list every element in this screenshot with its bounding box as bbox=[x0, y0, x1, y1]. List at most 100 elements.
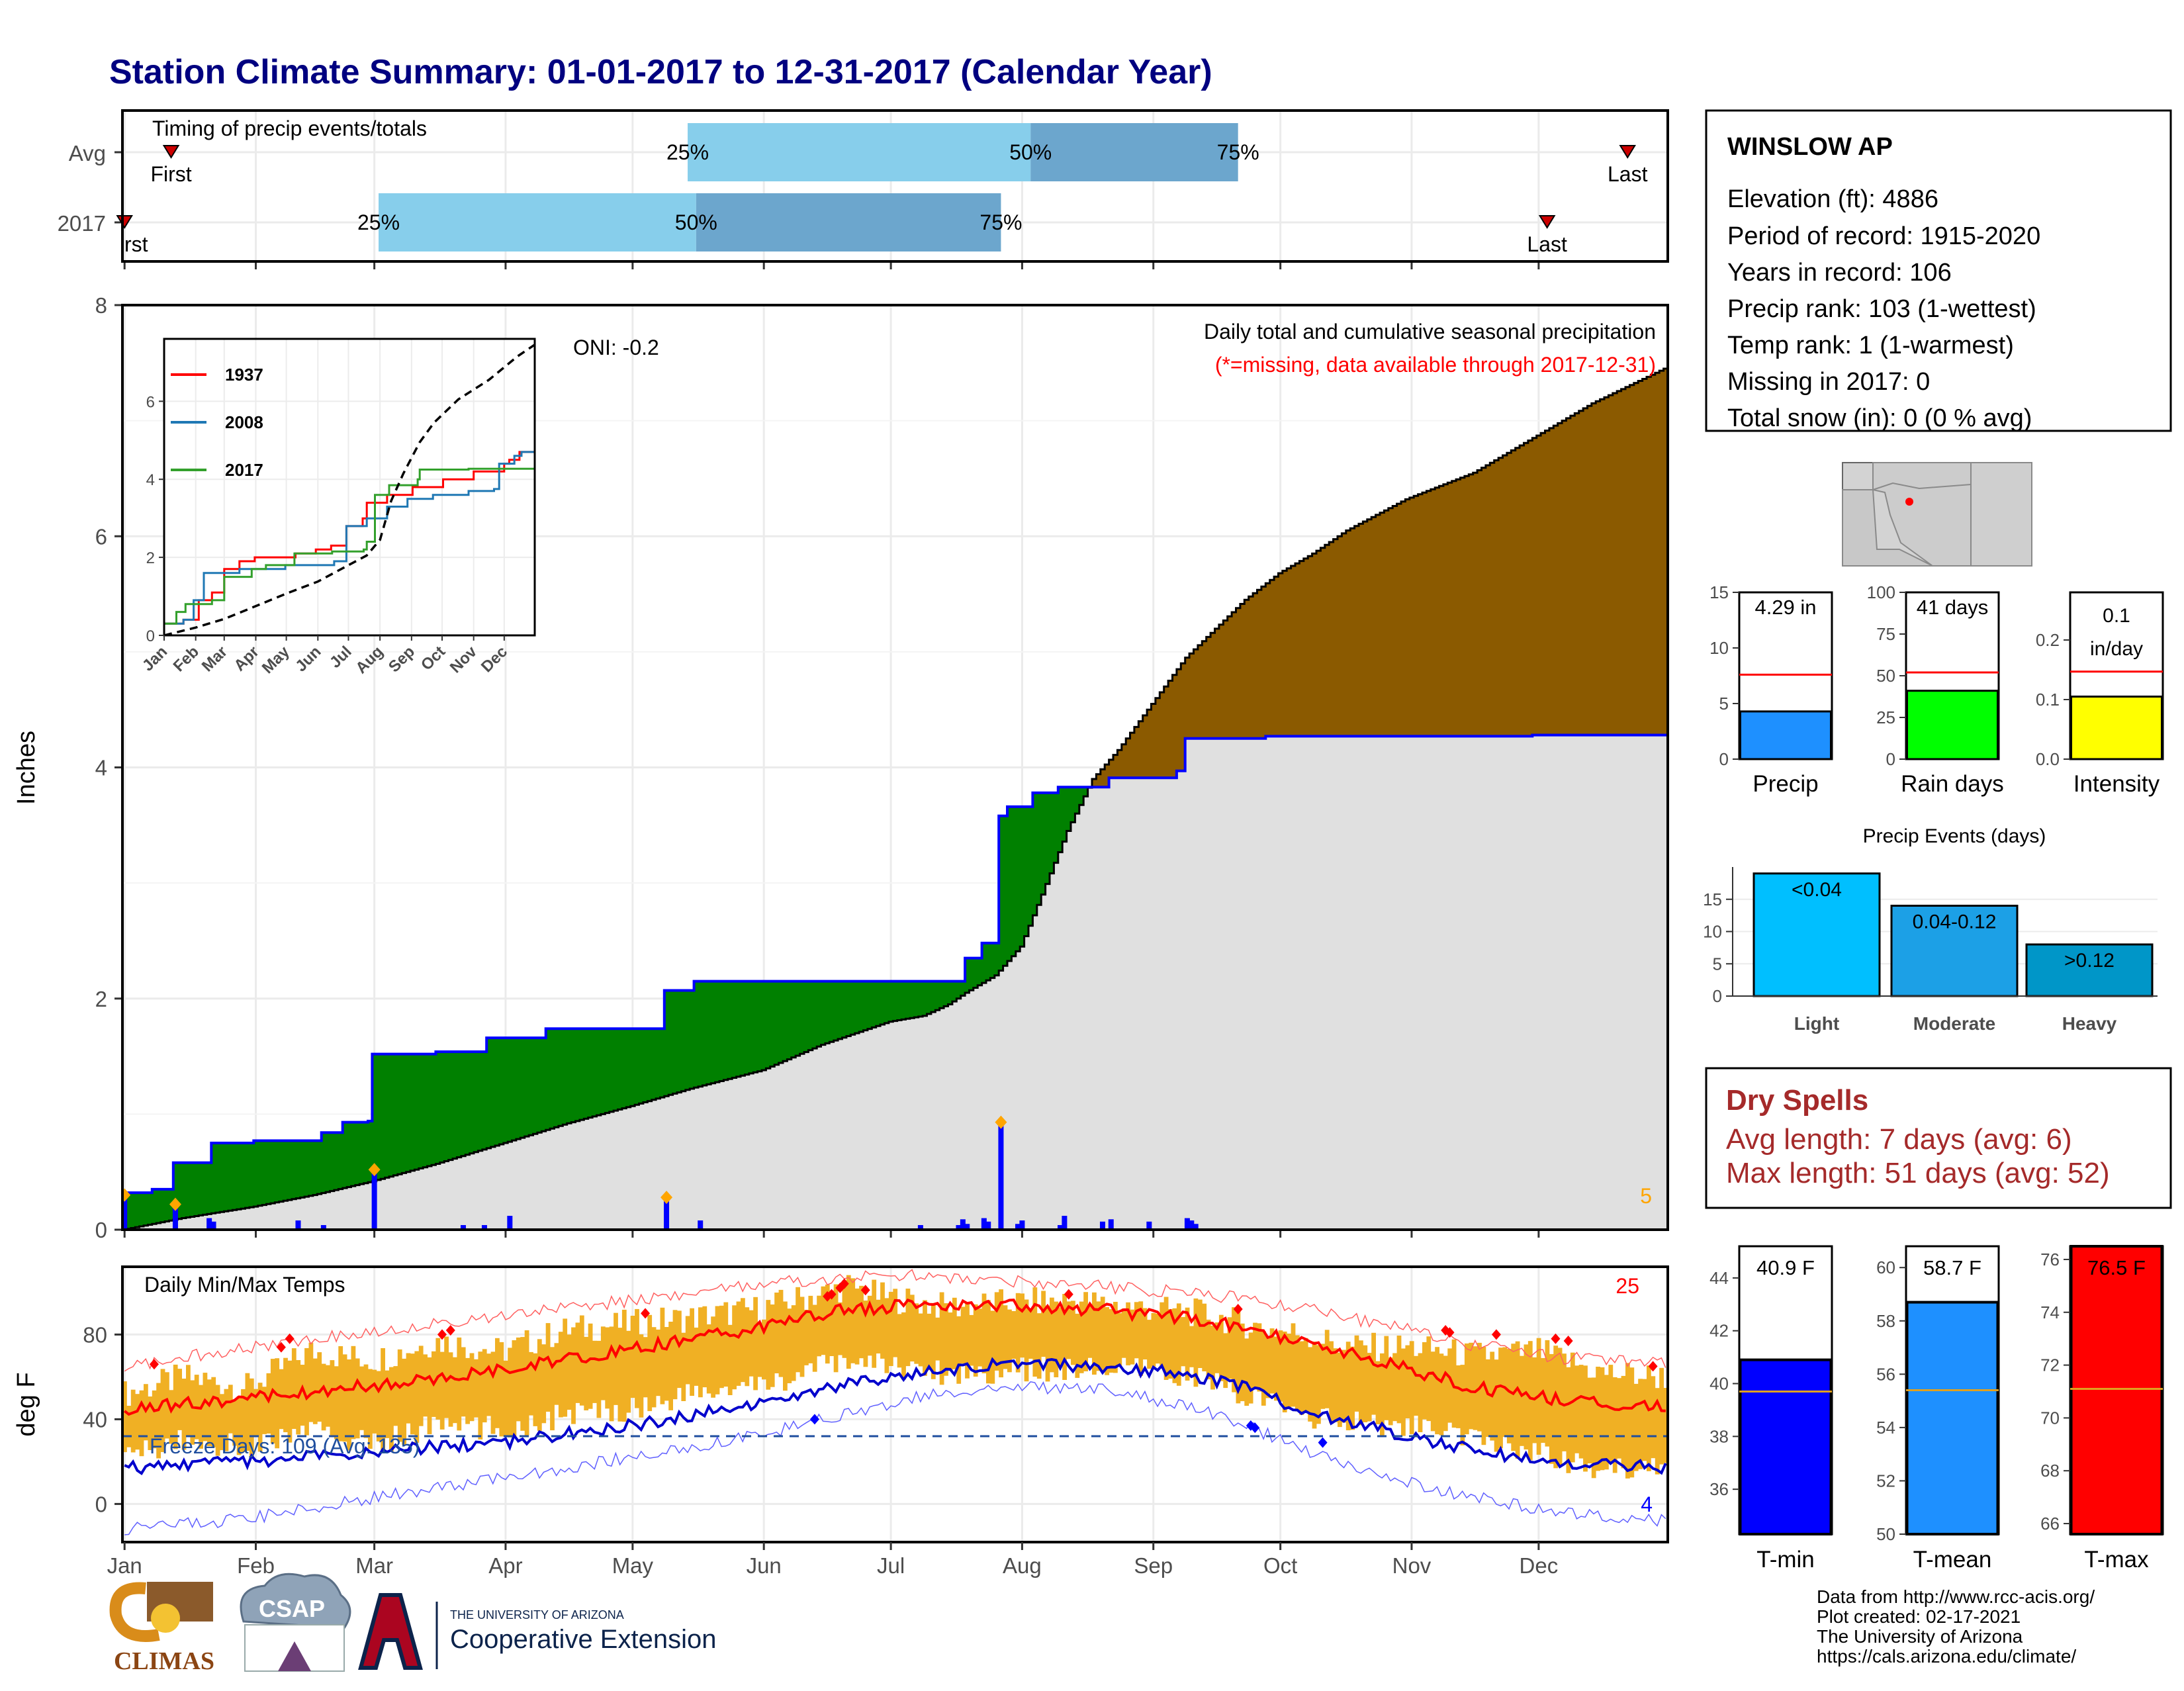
daily-temp-bar bbox=[1460, 1365, 1465, 1445]
daily-precip-bar bbox=[998, 1122, 1004, 1230]
daily-temp-bar bbox=[156, 1383, 161, 1459]
daily-temp-bar bbox=[1320, 1344, 1326, 1409]
daily-temp-bar bbox=[524, 1330, 529, 1436]
daily-temp-bar bbox=[1147, 1320, 1152, 1369]
station-line-temp-rank: Temp rank: 1 (1-warmest) bbox=[1727, 332, 2014, 359]
daily-temp-bar bbox=[148, 1396, 153, 1450]
daily-temp-bar bbox=[630, 1316, 635, 1398]
inset-legend: 1937 2008 2017 bbox=[171, 365, 263, 480]
precip-base-area bbox=[122, 735, 1668, 1230]
mini-category-label: Precip bbox=[1752, 771, 1818, 797]
daily-temp-bar bbox=[1050, 1297, 1054, 1373]
daily-temp-bar bbox=[1591, 1377, 1596, 1479]
daily-temp-bar bbox=[508, 1348, 512, 1438]
events-category-label: Light bbox=[1794, 1013, 1839, 1034]
daily-temp-bar bbox=[1443, 1355, 1448, 1432]
daily-temp-bar bbox=[1232, 1307, 1236, 1393]
tbar-value-label: 76.5 F bbox=[2087, 1256, 2146, 1279]
daily-temp-bar bbox=[1308, 1347, 1312, 1422]
daily-temp-bar bbox=[1032, 1287, 1038, 1377]
daily-temp-bar bbox=[355, 1358, 360, 1439]
big-event-marker bbox=[995, 1115, 1007, 1129]
daily-temp-bar bbox=[1608, 1365, 1614, 1463]
events-bars: <0.04 Light 0.04-0.12 Moderate >0.12 Heavy 0 5 1… bbox=[1703, 867, 2158, 1034]
mini-value-label: 0.1 bbox=[2103, 605, 2130, 627]
daily-temp-bar bbox=[1485, 1359, 1490, 1437]
daily-temp-bar bbox=[796, 1287, 800, 1373]
events-y-tick-label: 5 bbox=[1713, 954, 1722, 974]
tbar-value-bar bbox=[1905, 1301, 1999, 1536]
daily-temp-bar bbox=[1134, 1302, 1139, 1359]
tbar-y-tick-label: 36 bbox=[1709, 1479, 1729, 1499]
tbar-category-label: T-max bbox=[2084, 1547, 2149, 1573]
daily-temp-bar bbox=[1617, 1378, 1621, 1459]
daily-temp-bar bbox=[1359, 1340, 1363, 1426]
inset-series-line bbox=[164, 448, 535, 625]
events-bar bbox=[1890, 905, 2019, 997]
last-event-marker bbox=[1538, 215, 1556, 229]
precip-chart-title: Daily total and cumulative seasonal prec… bbox=[1204, 320, 1656, 343]
daily-temp-bar bbox=[1020, 1293, 1024, 1358]
daily-temp-bar bbox=[600, 1326, 606, 1400]
dry-spells-box: Dry Spells Avg length: 7 days (avg: 6) M… bbox=[1705, 1067, 2172, 1209]
daily-temp-bar bbox=[711, 1316, 715, 1398]
daily-temp-bar bbox=[1435, 1347, 1439, 1435]
daily-temp-bar bbox=[499, 1342, 504, 1437]
precip-deficit-area bbox=[122, 787, 1092, 1230]
daily-temp-bar bbox=[1058, 1307, 1063, 1367]
daily-temp-bar bbox=[1659, 1367, 1664, 1465]
events-bar-label: <0.04 bbox=[1792, 879, 1842, 901]
daily-temp-bar bbox=[1172, 1308, 1177, 1383]
daily-temp-bar bbox=[787, 1308, 792, 1383]
record-high-marker bbox=[276, 1342, 286, 1353]
daily-precip-bar bbox=[1108, 1219, 1114, 1230]
daily-temp-bar bbox=[478, 1351, 483, 1440]
daily-temp-bar bbox=[1524, 1344, 1529, 1450]
first-event-marker bbox=[162, 145, 180, 159]
daily-temp-bar bbox=[330, 1360, 335, 1436]
mini-y-tick-label: 25 bbox=[1876, 708, 1895, 727]
month-tick-label: Sep bbox=[1134, 1553, 1173, 1578]
daily-temp-bar bbox=[160, 1369, 165, 1452]
daily-temp-bar bbox=[617, 1328, 623, 1422]
daily-temp-bar bbox=[1596, 1367, 1600, 1471]
record-high-marker bbox=[827, 1289, 837, 1300]
big-event-marker bbox=[368, 1163, 381, 1177]
inset-frame bbox=[163, 338, 536, 637]
daily-temp-bar bbox=[453, 1357, 457, 1424]
daily-temp-bar bbox=[122, 1381, 127, 1453]
daily-temp-bar bbox=[220, 1394, 224, 1451]
daily-temp-bar bbox=[575, 1322, 580, 1403]
daily-temp-bar bbox=[1451, 1339, 1457, 1428]
daily-temp-bar bbox=[766, 1300, 771, 1390]
tbar-y-tick-label: 60 bbox=[1876, 1257, 1895, 1277]
daily-temp-bar bbox=[1071, 1301, 1075, 1365]
inset-legend-label: 1937 bbox=[225, 365, 263, 385]
daily-temp-bar bbox=[1087, 1305, 1093, 1358]
daily-temp-bar bbox=[1113, 1302, 1118, 1373]
record-high-marker bbox=[149, 1359, 159, 1370]
daily-temp-bar bbox=[1418, 1353, 1423, 1432]
daily-temp-bar bbox=[1130, 1309, 1135, 1365]
precip-y-tick-label: 8 bbox=[95, 293, 107, 318]
daily-temp-bar bbox=[702, 1306, 707, 1388]
record-low-marker bbox=[1318, 1437, 1328, 1448]
record-high-marker bbox=[1563, 1336, 1573, 1346]
daily-temp-bar bbox=[236, 1396, 242, 1455]
daily-temp-bar bbox=[262, 1387, 267, 1434]
daily-temp-bar bbox=[1384, 1336, 1389, 1420]
daily-temp-bar bbox=[287, 1360, 293, 1443]
record-high-marker bbox=[641, 1308, 651, 1319]
daily-temp-bar bbox=[944, 1303, 948, 1376]
record-markers bbox=[149, 1278, 1658, 1448]
daily-temp-bar bbox=[257, 1383, 263, 1452]
avg-max-line bbox=[123, 1299, 1666, 1416]
mini-bar-charts: 0 5 10 15 4.29 in Precip 0 25 50 75 100 41 days Rain… bbox=[1709, 582, 2164, 797]
footer-line-university: The University of Arizona bbox=[1817, 1626, 2023, 1647]
timing-q50-label: 50% bbox=[1009, 140, 1052, 164]
daily-temp-bar bbox=[1299, 1341, 1304, 1415]
daily-precip-bar bbox=[172, 1204, 178, 1230]
daily-temp-bar bbox=[1015, 1293, 1021, 1373]
daily-temp-bar bbox=[1469, 1342, 1474, 1430]
daily-temp-bar bbox=[347, 1359, 351, 1451]
